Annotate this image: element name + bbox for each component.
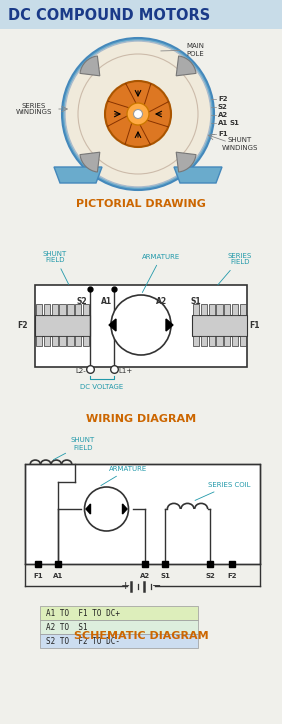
Circle shape (65, 41, 211, 187)
Bar (232, 304, 238, 314)
Bar (232, 335, 238, 346)
Circle shape (62, 38, 214, 190)
Text: L1+: L1+ (118, 368, 132, 374)
Bar (36, 304, 42, 314)
Bar (75, 304, 81, 314)
Bar (67, 335, 74, 346)
Bar (40, 606, 198, 620)
Text: A1: A1 (53, 573, 63, 579)
Text: −: − (152, 581, 162, 591)
Polygon shape (122, 504, 127, 514)
Text: F2: F2 (17, 321, 27, 329)
Text: F2: F2 (218, 96, 228, 102)
Circle shape (133, 109, 142, 119)
Text: SHUNT
WINDINGS: SHUNT WINDINGS (222, 138, 258, 151)
Text: A2: A2 (218, 112, 228, 118)
Bar (40, 620, 198, 634)
Bar (224, 304, 230, 314)
Text: S1: S1 (191, 297, 201, 306)
Wedge shape (176, 152, 196, 172)
Bar (208, 304, 215, 314)
Bar (240, 304, 246, 314)
Text: SHUNT
FIELD: SHUNT FIELD (43, 251, 69, 285)
Bar (201, 304, 207, 314)
Bar (52, 304, 58, 314)
Text: ARMATURE: ARMATURE (142, 254, 180, 292)
Bar (67, 304, 74, 314)
Text: A1 TO  F1 TO DC+: A1 TO F1 TO DC+ (46, 608, 120, 618)
Text: A1: A1 (218, 120, 228, 126)
Polygon shape (109, 319, 116, 331)
Text: A2: A2 (140, 573, 150, 579)
Wedge shape (80, 152, 100, 172)
Bar (240, 335, 246, 346)
Circle shape (127, 103, 149, 125)
Bar (208, 335, 215, 346)
Circle shape (111, 295, 171, 355)
Text: SERIES
WINDINGS: SERIES WINDINGS (16, 103, 52, 116)
Text: SHUNT
FIELD: SHUNT FIELD (54, 437, 95, 460)
Text: F1: F1 (250, 321, 260, 329)
Text: F1: F1 (218, 131, 228, 137)
Bar (216, 304, 223, 314)
Text: L2-: L2- (75, 368, 86, 374)
Bar (193, 335, 199, 346)
Circle shape (85, 487, 129, 531)
Polygon shape (54, 167, 102, 183)
Circle shape (78, 54, 198, 174)
Text: A2: A2 (157, 297, 168, 306)
Text: SERIES
FIELD: SERIES FIELD (218, 253, 252, 285)
Circle shape (105, 81, 171, 147)
Text: S1: S1 (160, 573, 170, 579)
Bar (44, 304, 50, 314)
Text: DC VOLTAGE: DC VOLTAGE (80, 384, 124, 390)
Text: DC COMPOUND MOTORS: DC COMPOUND MOTORS (8, 7, 210, 22)
Polygon shape (166, 319, 173, 331)
Bar (75, 335, 81, 346)
Polygon shape (174, 167, 222, 183)
Bar (201, 335, 207, 346)
Text: MAIN
POLE: MAIN POLE (161, 43, 204, 56)
Text: SCHEMATIC DIAGRAM: SCHEMATIC DIAGRAM (74, 631, 208, 641)
Bar (83, 304, 89, 314)
Bar (83, 335, 89, 346)
Bar (35, 314, 90, 335)
Text: +: + (120, 581, 130, 591)
Text: S2: S2 (205, 573, 215, 579)
Bar (193, 304, 199, 314)
Text: S2 TO  F2 TO DC-: S2 TO F2 TO DC- (46, 636, 120, 646)
Text: S1: S1 (230, 120, 240, 126)
Wedge shape (80, 56, 100, 76)
Bar (59, 335, 66, 346)
Bar (59, 304, 66, 314)
Text: ARMATURE: ARMATURE (101, 466, 147, 486)
Text: S2: S2 (77, 297, 87, 306)
Bar (36, 335, 42, 346)
Text: WIRING DIAGRAM: WIRING DIAGRAM (86, 414, 196, 424)
Text: A2 TO  S1: A2 TO S1 (46, 623, 88, 631)
Bar (224, 335, 230, 346)
Bar (52, 335, 58, 346)
Bar (0, 0, 282, 29)
Text: F2: F2 (227, 573, 237, 579)
Wedge shape (176, 56, 196, 76)
Bar (40, 634, 198, 648)
Text: PICTORIAL DRAWING: PICTORIAL DRAWING (76, 199, 206, 209)
Bar (192, 314, 247, 335)
Bar (35, 285, 247, 367)
Text: A1: A1 (102, 297, 113, 306)
Bar (216, 335, 223, 346)
Text: SERIES COIL: SERIES COIL (195, 482, 251, 500)
Text: F1: F1 (33, 573, 43, 579)
Bar (25, 464, 260, 564)
Text: S2: S2 (218, 104, 228, 110)
Bar (44, 335, 50, 346)
Polygon shape (86, 504, 91, 514)
